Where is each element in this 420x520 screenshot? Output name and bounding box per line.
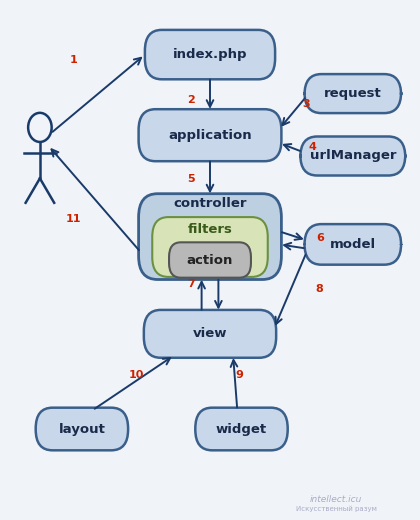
Text: request: request [324,87,382,100]
Text: controller: controller [173,197,247,210]
Text: 10: 10 [129,370,144,381]
FancyBboxPatch shape [36,408,128,450]
FancyBboxPatch shape [300,137,405,175]
Text: layout: layout [58,422,105,436]
Text: model: model [330,238,376,251]
Text: 5: 5 [187,174,195,185]
Text: 8: 8 [315,283,323,294]
Text: 11: 11 [66,214,81,225]
Text: filters: filters [188,223,232,236]
Text: widget: widget [216,422,267,436]
FancyBboxPatch shape [145,30,275,79]
FancyBboxPatch shape [304,224,401,265]
Text: application: application [168,128,252,141]
Text: 4: 4 [309,141,317,152]
FancyBboxPatch shape [195,408,288,450]
Text: 9: 9 [236,370,243,381]
FancyBboxPatch shape [304,74,401,113]
FancyBboxPatch shape [144,310,276,358]
Text: 3: 3 [303,99,310,109]
Text: action: action [187,253,233,266]
Text: urlManager: urlManager [310,150,396,162]
FancyBboxPatch shape [152,217,268,277]
FancyBboxPatch shape [139,193,281,280]
Text: intellect.icu: intellect.icu [310,495,362,504]
Text: index.php: index.php [173,48,247,61]
Text: view: view [193,328,227,340]
Text: 1: 1 [70,55,77,65]
FancyBboxPatch shape [169,242,251,278]
Text: 7: 7 [187,279,195,290]
Text: 6: 6 [316,232,324,243]
FancyBboxPatch shape [139,109,281,161]
Text: Искусственный разум: Искусственный разум [296,505,376,512]
Text: 2: 2 [187,95,195,105]
